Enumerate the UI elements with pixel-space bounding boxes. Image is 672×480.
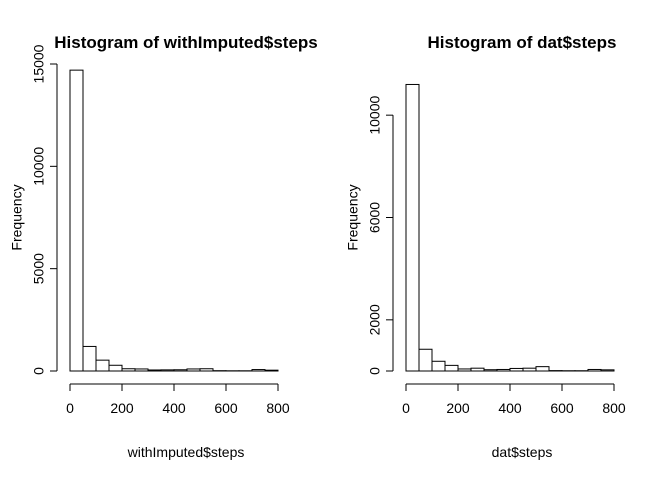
x-axis-label: dat$steps xyxy=(492,444,553,460)
x-tick-label: 800 xyxy=(266,400,290,416)
histogram-bar xyxy=(95,359,110,372)
x-tick-label: 600 xyxy=(550,400,574,416)
histogram-bar xyxy=(199,368,214,372)
histogram-bar xyxy=(418,348,433,372)
histogram-panel-dat: Histogram of dat$steps dat$steps Frequen… xyxy=(345,33,626,460)
histogram-bar xyxy=(264,369,279,372)
y-tick-label: 0 xyxy=(31,367,47,375)
x-axis: 0 200 400 600 800 xyxy=(402,383,626,416)
y-axis-label: Frequency xyxy=(9,184,25,250)
histogram-bar xyxy=(457,368,472,372)
histogram-bar xyxy=(134,368,149,372)
bars xyxy=(405,83,615,372)
histogram-bar xyxy=(600,369,615,372)
histogram-bar xyxy=(173,369,188,372)
histogram-bar xyxy=(587,368,602,372)
y-axis: 0 5000 10000 15000 xyxy=(31,44,58,375)
histogram-bar xyxy=(431,360,446,372)
histogram-bar xyxy=(496,368,511,372)
histogram-bar xyxy=(186,368,201,372)
histogram-bar xyxy=(522,367,537,372)
x-axis: 0 200 400 600 800 xyxy=(66,383,290,416)
x-tick-label: 200 xyxy=(110,400,134,416)
x-tick-label: 800 xyxy=(602,400,626,416)
histogram-bar xyxy=(470,367,485,372)
y-axis-label: Frequency xyxy=(345,184,361,250)
histogram-bar xyxy=(160,369,175,372)
x-tick-label: 0 xyxy=(402,400,410,416)
histogram-bar xyxy=(251,369,266,372)
histogram-bar xyxy=(509,367,524,372)
y-tick-label: 15000 xyxy=(31,44,47,83)
x-tick-label: 600 xyxy=(214,400,238,416)
x-tick-label: 400 xyxy=(162,400,186,416)
bars xyxy=(69,69,279,372)
histogram-bar xyxy=(405,83,420,372)
chart-title: Histogram of withImputed$steps xyxy=(54,33,318,52)
histogram-panel-imputed: Histogram of withImputed$steps withImput… xyxy=(9,33,318,460)
histogram-bar xyxy=(82,345,97,372)
y-tick-label: 0 xyxy=(367,367,383,375)
x-axis-label: withImputed$steps xyxy=(127,444,245,460)
x-tick-label: 0 xyxy=(66,400,74,416)
histogram-bar xyxy=(69,69,84,372)
y-axis: 0 2000 6000 10000 xyxy=(367,95,394,375)
y-tick-label: 6000 xyxy=(367,202,383,233)
histogram-bar xyxy=(108,364,123,372)
y-tick-label: 2000 xyxy=(367,304,383,335)
y-tick-label: 5000 xyxy=(31,253,47,284)
histogram-bar xyxy=(535,366,550,372)
histogram-bar xyxy=(444,364,459,372)
histogram-bar xyxy=(147,369,162,372)
x-tick-label: 200 xyxy=(446,400,470,416)
histogram-bar xyxy=(121,368,136,372)
chart-title: Histogram of dat$steps xyxy=(428,33,617,52)
histogram-bar xyxy=(483,369,498,372)
y-tick-label: 10000 xyxy=(31,147,47,186)
x-tick-label: 400 xyxy=(498,400,522,416)
y-tick-label: 10000 xyxy=(367,95,383,134)
